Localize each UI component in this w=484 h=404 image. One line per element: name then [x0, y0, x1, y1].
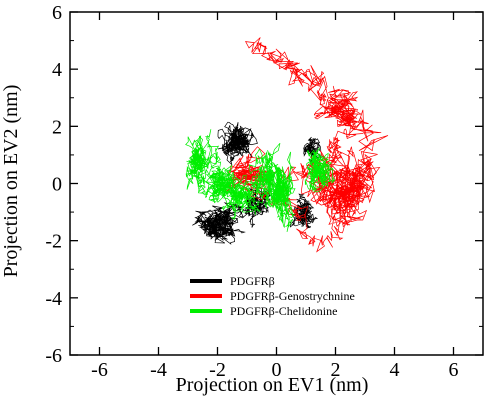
y-tick-label: 4 — [52, 59, 62, 81]
series-2-cluster-0 — [185, 129, 221, 190]
series-2-cluster-2 — [221, 174, 267, 221]
series-0-cluster-4 — [303, 136, 322, 164]
y-tick-label: 2 — [52, 116, 62, 138]
series-0-cluster-2 — [239, 183, 272, 228]
series-0-cluster-1 — [192, 202, 246, 245]
legend-label-1: PDGFRβ-Genostrychnine — [230, 289, 355, 303]
y-axis-label: Projection on EV2 (nm) — [0, 85, 22, 278]
y-tick-label: 6 — [52, 2, 62, 24]
x-tick-label: 6 — [449, 359, 459, 381]
x-tick-label: 2 — [331, 359, 341, 381]
series-1-excursion — [225, 37, 389, 253]
y-tick-label: -6 — [45, 345, 62, 367]
x-axis-label: Projection on EV1 (nm) — [176, 374, 369, 396]
series-2-cluster-5 — [304, 147, 336, 193]
x-tick-label: -6 — [91, 359, 108, 381]
series-1-cluster-1 — [313, 89, 369, 128]
y-tick-label: -4 — [45, 288, 62, 310]
x-tick-label: 0 — [272, 359, 282, 381]
series-2-cluster-1 — [197, 160, 241, 204]
series-1-cluster-0 — [301, 144, 381, 237]
series-0-cluster-0 — [217, 121, 258, 166]
legend-label-2: PDGFRβ-Chelidonine — [230, 304, 337, 318]
series-2-cluster-3 — [248, 142, 281, 209]
axes: -6 -4 -2 0 2 4 6 -6 -4 -2 0 2 4 6 — [45, 2, 484, 381]
series-2-trajectory — [185, 129, 336, 232]
series-2-cluster-4 — [266, 151, 296, 232]
legend-label-0: PDGFRβ — [230, 274, 275, 288]
x-tick-label: 4 — [390, 359, 400, 381]
x-tick-label: -4 — [150, 359, 167, 381]
plot-area — [185, 37, 389, 253]
series-0-trajectory — [192, 121, 322, 245]
legend: PDGFRβPDGFRβ-GenostrychninePDGFRβ-Chelid… — [190, 274, 355, 318]
y-tick-label: 0 — [52, 174, 62, 196]
y-tick-label: -2 — [45, 231, 62, 253]
x-tick-label: -2 — [209, 359, 226, 381]
